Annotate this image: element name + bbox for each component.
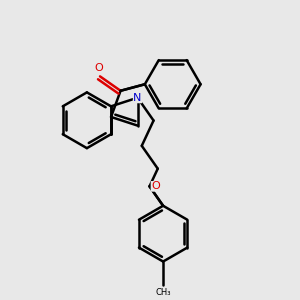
Text: CH₃: CH₃ [155, 288, 171, 297]
Text: N: N [134, 93, 142, 103]
Text: O: O [151, 182, 160, 191]
Text: O: O [94, 63, 103, 74]
